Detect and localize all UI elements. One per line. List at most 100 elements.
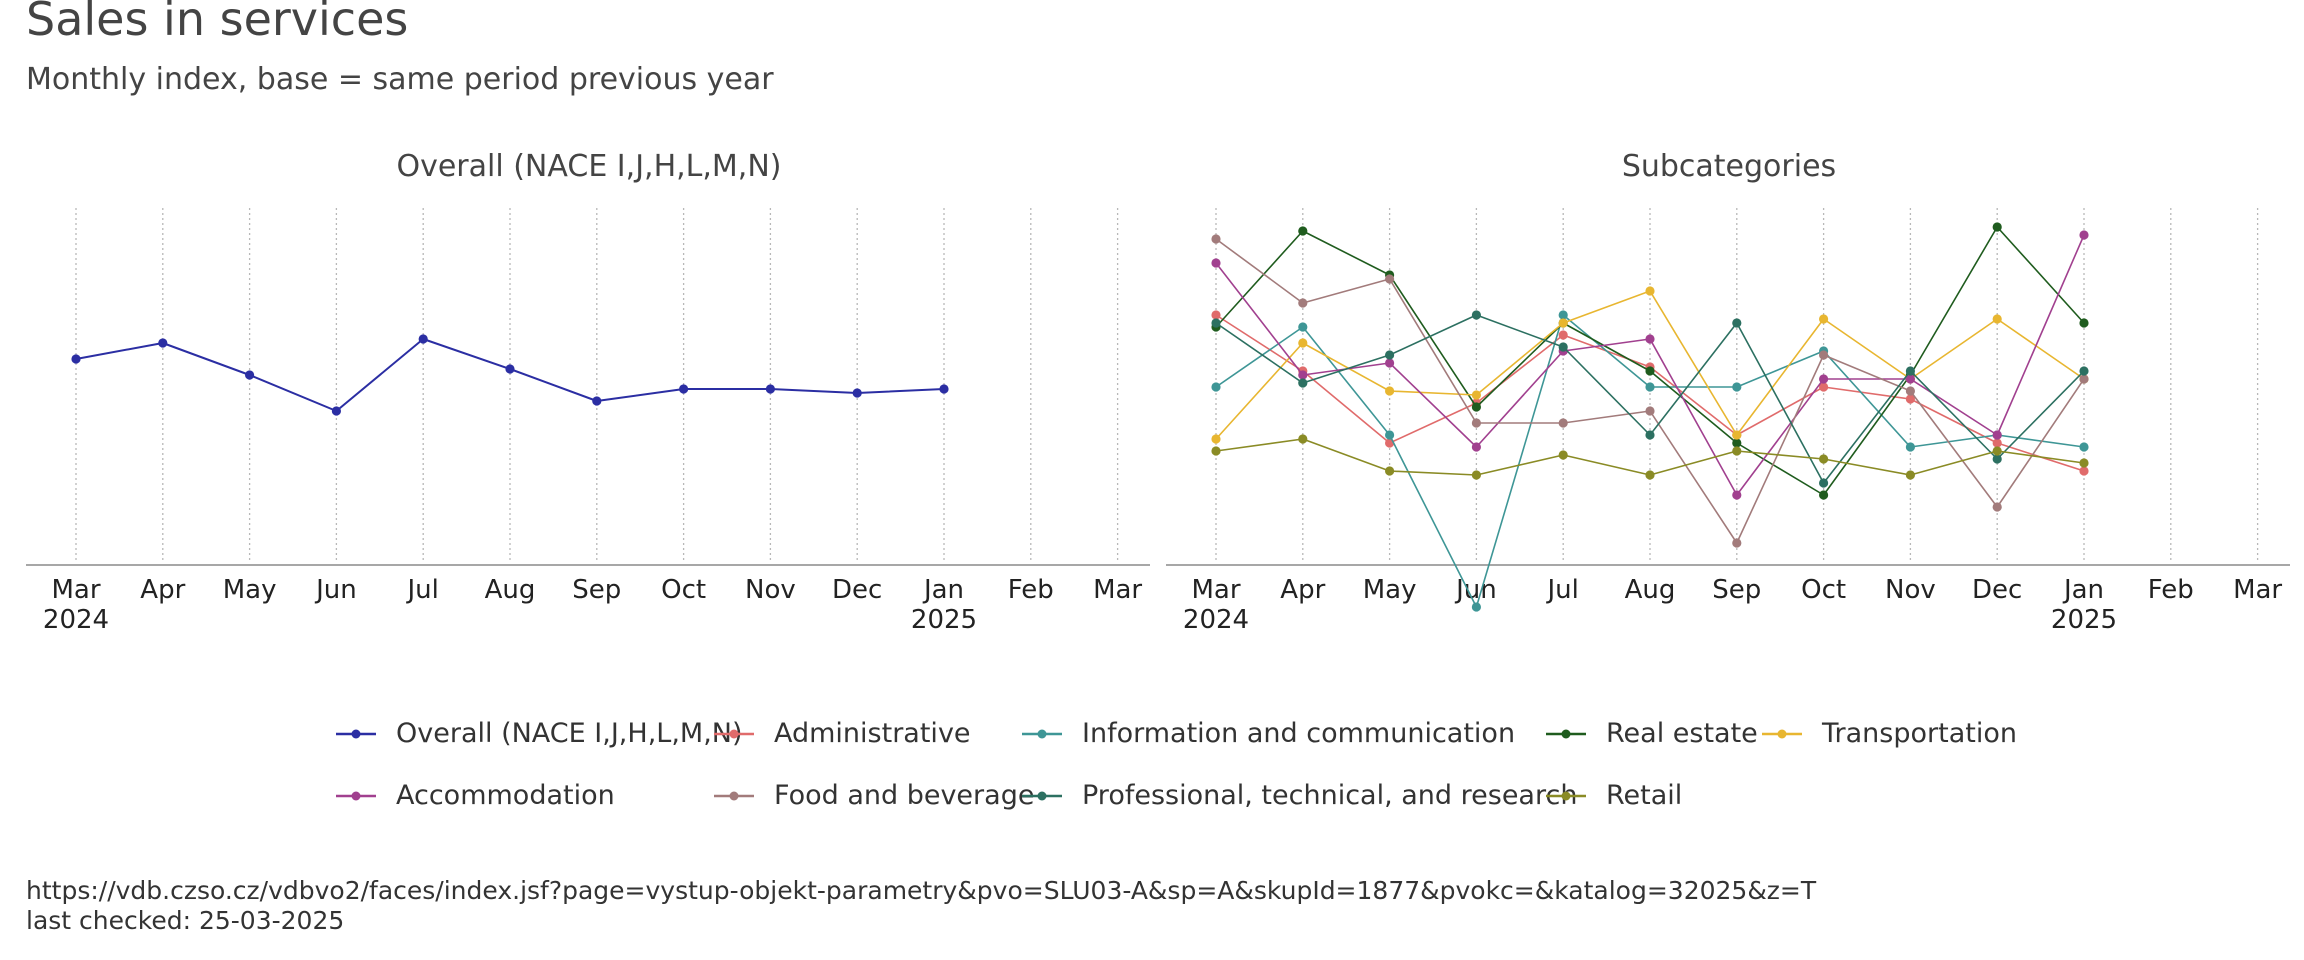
- x-tick-label-mar: Mar: [1191, 575, 1240, 605]
- panel-title-overall-nace-i-j-h-l-m-n: Overall (NACE I,J,H,L,M,N): [396, 149, 781, 184]
- data-point-accommodation-2024-03: [1211, 258, 1221, 268]
- data-point-food-and-beverage-2024-07: [1558, 418, 1568, 428]
- legend-item-professional-technical-research: Professional, technical, and research: [1022, 780, 1577, 811]
- legend-swatch-administrative: [714, 729, 754, 738]
- source-note: https://vdb.czso.cz/vdbvo2/faces/index.j…: [26, 876, 1816, 936]
- x-tick-year-2025: 2025: [2051, 605, 2117, 635]
- data-point-information-and-communication-2024-11: [1905, 442, 1915, 452]
- data-point-professional-technical-and-research-2024-10: [1819, 478, 1829, 488]
- series-overall-nace-i-j-h-l-m-n: [71, 334, 949, 416]
- data-point-accommodation-2024-06: [1471, 442, 1481, 452]
- legend-label-food-and-beverage: Food and beverage: [774, 780, 1035, 811]
- data-point-accommodation-2024-04: [1298, 370, 1308, 380]
- data-point-administrative-2024-10: [1819, 382, 1829, 392]
- data-point-professional-technical-and-research-2024-11: [1905, 366, 1915, 376]
- data-point-administrative-2024-11: [1905, 394, 1915, 404]
- data-point-retail-2024-03: [1211, 446, 1221, 456]
- data-point-transportation-2024-04: [1298, 338, 1308, 348]
- data-point-information-and-communication-2024-04: [1298, 322, 1308, 332]
- data-point-food-and-beverage-2024-05: [1385, 274, 1395, 284]
- data-point-retail-2024-11: [1905, 470, 1915, 480]
- data-point-transportation-2024-03: [1211, 434, 1221, 444]
- data-point-overall-nace-i-j-h-l-m-n-2024-03: [71, 354, 81, 364]
- data-point-retail-2024-06: [1471, 470, 1481, 480]
- legend-label-retail: Retail: [1606, 780, 1683, 811]
- x-tick-label-dec: Dec: [1972, 575, 2022, 605]
- legend-label-transportation: Transportation: [1822, 718, 2017, 749]
- legend-swatch-real-estate: [1546, 729, 1586, 738]
- legend-label-real-estate: Real estate: [1606, 718, 1758, 749]
- data-point-administrative-2025-01: [2079, 466, 2089, 476]
- data-point-transportation-2024-10: [1819, 314, 1829, 324]
- series-accommodation: [1211, 230, 2089, 500]
- page-subtitle: Monthly index, base = same period previo…: [26, 62, 774, 97]
- x-tick-label-may: May: [223, 575, 277, 605]
- x-tick-label-aug: Aug: [485, 575, 536, 605]
- data-point-transportation-2024-06: [1471, 390, 1481, 400]
- legend-row-1: Overall (NACE I,J,H,L,M,N) Administrativ…: [336, 718, 2096, 780]
- data-point-food-and-beverage-2025-01: [2079, 374, 2089, 384]
- data-point-overall-nace-i-j-h-l-m-n-2024-06: [331, 406, 341, 416]
- x-tick-label-jun: Jun: [1454, 575, 1497, 605]
- data-point-overall-nace-i-j-h-l-m-n-2025-01: [939, 384, 949, 394]
- data-point-transportation-2024-05: [1385, 386, 1395, 396]
- legend-label-overall: Overall (NACE I,J,H,L,M,N): [396, 718, 743, 749]
- series-information-and-communication: [1211, 310, 2089, 612]
- data-point-food-and-beverage-2024-09: [1732, 538, 1742, 548]
- data-point-information-and-communication-2025-01: [2079, 442, 2089, 452]
- data-point-retail-2024-10: [1819, 454, 1829, 464]
- data-point-professional-technical-and-research-2024-04: [1298, 378, 1308, 388]
- legend-swatch-transportation: [1762, 729, 1802, 738]
- data-point-administrative-2024-07: [1558, 330, 1568, 340]
- data-point-accommodation-2024-05: [1385, 358, 1395, 368]
- x-tick-label-jul: Jul: [1546, 575, 1579, 605]
- data-point-accommodation-2024-10: [1819, 374, 1829, 384]
- data-point-transportation-2024-07: [1558, 318, 1568, 328]
- data-point-overall-nace-i-j-h-l-m-n-2024-12: [852, 388, 862, 398]
- x-tick-label-apr: Apr: [140, 575, 185, 605]
- data-point-professional-technical-and-research-2024-06: [1471, 310, 1481, 320]
- data-point-retail-2025-01: [2079, 458, 2089, 468]
- legend-swatch-overall: [336, 729, 376, 738]
- legend-swatch-information-and-communication: [1022, 729, 1062, 738]
- data-point-food-and-beverage-2024-04: [1298, 298, 1308, 308]
- data-point-information-and-communication-2024-03: [1211, 382, 1221, 392]
- data-point-real-estate-2024-10: [1819, 490, 1829, 500]
- legend-item-transportation: Transportation: [1762, 718, 2017, 749]
- data-point-overall-nace-i-j-h-l-m-n-2024-09: [592, 396, 602, 406]
- x-tick-label-mar: Mar: [2233, 575, 2282, 605]
- data-point-retail-2024-09: [1732, 446, 1742, 456]
- data-point-overall-nace-i-j-h-l-m-n-2024-10: [679, 384, 689, 394]
- data-point-information-and-communication-2024-06: [1471, 602, 1481, 612]
- data-point-professional-technical-and-research-2024-03: [1211, 318, 1221, 328]
- x-tick-label-jun: Jun: [314, 575, 357, 605]
- legend-label-administrative: Administrative: [774, 718, 971, 749]
- x-tick-label-oct: Oct: [661, 575, 706, 605]
- data-point-information-and-communication-2024-07: [1558, 310, 1568, 320]
- legend-item-overall: Overall (NACE I,J,H,L,M,N): [336, 718, 743, 749]
- last-checked: last checked: 25-03-2025: [26, 906, 345, 935]
- source-url: https://vdb.czso.cz/vdbvo2/faces/index.j…: [26, 876, 1817, 905]
- legend-swatch-food-and-beverage: [714, 791, 754, 800]
- series-retail: [1211, 434, 2089, 480]
- legend-item-real-estate: Real estate: [1546, 718, 1758, 749]
- x-tick-label-feb: Feb: [2148, 575, 2194, 605]
- data-point-professional-technical-and-research-2024-12: [1992, 454, 2002, 464]
- data-point-information-and-communication-2024-09: [1732, 382, 1742, 392]
- data-point-food-and-beverage-2024-06: [1471, 418, 1481, 428]
- legend-item-administrative: Administrative: [714, 718, 971, 749]
- data-point-administrative-2024-12: [1992, 438, 2002, 448]
- data-point-real-estate-2024-04: [1298, 226, 1308, 236]
- data-point-real-estate-2024-08: [1645, 366, 1655, 376]
- legend-label-accommodation: Accommodation: [396, 780, 615, 811]
- data-point-professional-technical-and-research-2024-09: [1732, 318, 1742, 328]
- data-point-overall-nace-i-j-h-l-m-n-2024-11: [765, 384, 776, 394]
- data-point-retail-2024-05: [1385, 466, 1395, 476]
- data-point-retail-2024-04: [1298, 434, 1308, 444]
- data-point-retail-2024-12: [1992, 446, 2002, 456]
- x-tick-label-jan: Jan: [2062, 575, 2104, 605]
- legend-swatch-professional-technical-research: [1022, 791, 1062, 800]
